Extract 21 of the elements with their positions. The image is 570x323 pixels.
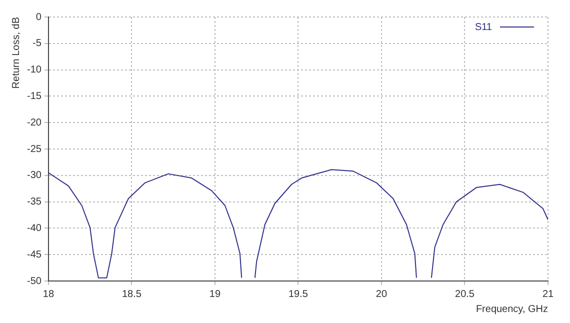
y-tick-label: -10 bbox=[27, 64, 42, 76]
x-tick-label: 21 bbox=[542, 288, 554, 300]
y-axis-title: Return Loss, dB bbox=[10, 16, 22, 89]
x-tick-label: 20.5 bbox=[455, 288, 475, 300]
x-tick-label: 18.5 bbox=[122, 288, 142, 300]
x-tick-label: 20 bbox=[376, 288, 388, 300]
y-tick-label: 0 bbox=[36, 12, 42, 23]
y-tick-label: -45 bbox=[27, 249, 42, 260]
x-tick-label: 19 bbox=[209, 288, 221, 300]
legend-label: S11 bbox=[474, 22, 492, 33]
y-tick-label: -20 bbox=[27, 117, 42, 128]
y-tick-label: -30 bbox=[27, 170, 42, 182]
x-axis-title: Frequency, GHz bbox=[476, 304, 548, 315]
x-tick-label: 19.5 bbox=[288, 288, 308, 300]
y-tick-label: -50 bbox=[27, 276, 42, 287]
y-tick-label: -40 bbox=[27, 222, 42, 234]
y-tick-label: -5 bbox=[32, 38, 42, 50]
y-tick-label: -35 bbox=[27, 196, 42, 208]
x-tick-label: 18 bbox=[42, 288, 54, 300]
y-tick-label: -25 bbox=[27, 144, 42, 155]
y-tick-label: -15 bbox=[27, 90, 42, 102]
